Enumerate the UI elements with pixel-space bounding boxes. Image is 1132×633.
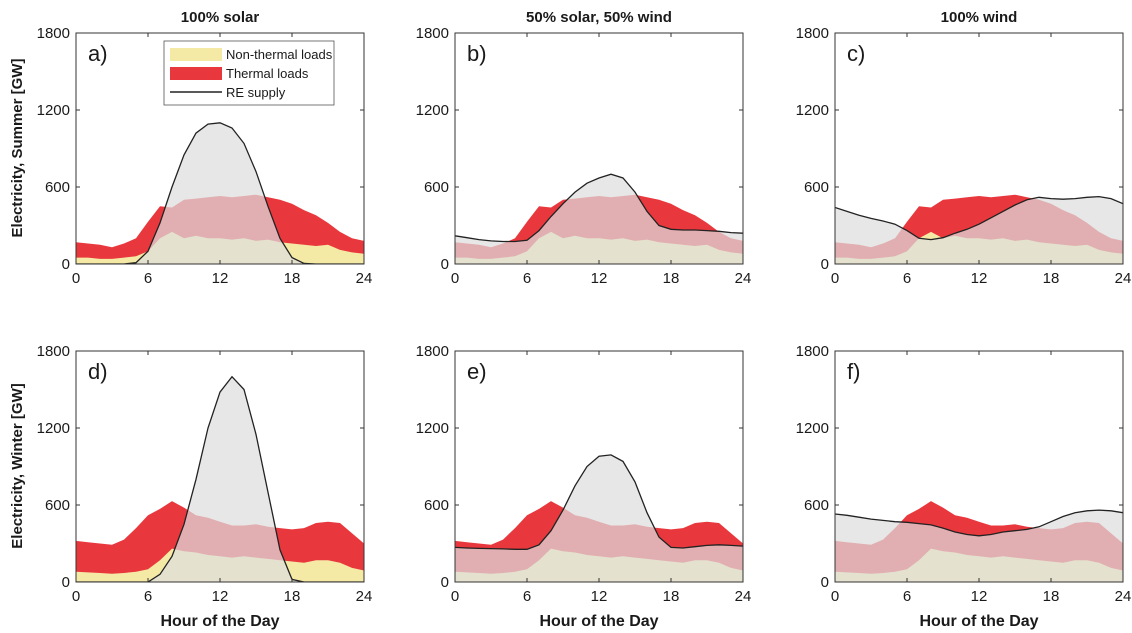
x-tick-label: 18 bbox=[1043, 588, 1060, 605]
x-tick-label: 24 bbox=[1115, 588, 1132, 605]
x-tick-label: 12 bbox=[212, 270, 229, 287]
re-supply-area bbox=[835, 196, 1123, 264]
x-tick-label: 12 bbox=[971, 270, 988, 287]
x-tick-label: 18 bbox=[284, 588, 301, 605]
x-tick-label: 24 bbox=[735, 588, 752, 605]
row-label-summer: Electricity, Summer [GW] bbox=[9, 59, 26, 238]
y-tick-label: 1200 bbox=[796, 102, 829, 119]
re-supply-area bbox=[455, 174, 743, 264]
x-tick-label: 0 bbox=[72, 588, 80, 605]
x-tick-label: 0 bbox=[451, 588, 459, 605]
x-tick-label: 18 bbox=[663, 270, 680, 287]
panel-label: d) bbox=[88, 359, 108, 384]
x-tick-label: 6 bbox=[903, 588, 911, 605]
y-tick-label: 1200 bbox=[416, 102, 449, 119]
x-tick-label: 0 bbox=[451, 270, 459, 287]
re-supply-line bbox=[455, 173, 743, 243]
x-tick-label: 24 bbox=[356, 588, 373, 605]
re-supply-area bbox=[835, 510, 1123, 582]
y-tick-label: 1200 bbox=[416, 420, 449, 437]
legend-swatch-thermal bbox=[170, 67, 222, 80]
y-tick-label: 0 bbox=[441, 574, 449, 591]
re-supply-area bbox=[76, 376, 364, 582]
y-tick-label: 0 bbox=[821, 574, 829, 591]
x-tick-label: 24 bbox=[1115, 270, 1132, 287]
y-tick-label: 1800 bbox=[37, 25, 70, 42]
x-tick-label: 6 bbox=[523, 270, 531, 287]
panel-label: a) bbox=[88, 41, 108, 66]
x-tick-label: 12 bbox=[591, 588, 608, 605]
re-supply-area bbox=[76, 122, 364, 264]
y-tick-label: 1800 bbox=[416, 25, 449, 42]
x-axis-title-1: Hour of the Day bbox=[160, 613, 279, 630]
panel-label: e) bbox=[467, 359, 487, 384]
x-axis-title-3: Hour of the Day bbox=[919, 613, 1038, 630]
x-tick-label: 6 bbox=[144, 588, 152, 605]
x-tick-label: 12 bbox=[591, 270, 608, 287]
re-supply-line bbox=[835, 195, 1123, 241]
y-tick-label: 0 bbox=[821, 256, 829, 273]
panel-label: f) bbox=[847, 359, 860, 384]
y-tick-label: 1800 bbox=[37, 343, 70, 360]
column-title-2: 50% solar, 50% wind bbox=[526, 9, 672, 26]
y-tick-label: 0 bbox=[441, 256, 449, 273]
y-tick-label: 1200 bbox=[796, 420, 829, 437]
x-tick-label: 24 bbox=[356, 270, 373, 287]
y-tick-label: 600 bbox=[424, 179, 449, 196]
y-tick-label: 1200 bbox=[37, 102, 70, 119]
y-tick-label: 600 bbox=[45, 497, 70, 514]
x-tick-label: 12 bbox=[212, 588, 229, 605]
panel-c: 0 6 12 18 24 0 600 1200 1800 c) bbox=[796, 25, 1132, 287]
panel-label: b) bbox=[467, 41, 487, 66]
re-supply-line bbox=[835, 509, 1123, 537]
y-tick-label: 1800 bbox=[416, 343, 449, 360]
y-tick-label: 1200 bbox=[37, 420, 70, 437]
re-supply-area bbox=[455, 454, 743, 582]
panel-a: 0 6 12 18 24 0 600 1200 1800 a) bbox=[37, 25, 373, 287]
panel-b: 0 6 12 18 24 0 600 1200 1800 b) bbox=[416, 25, 752, 287]
column-title-1: 100% solar bbox=[181, 9, 260, 26]
x-tick-label: 0 bbox=[72, 270, 80, 287]
panel-label: c) bbox=[847, 41, 865, 66]
x-tick-label: 18 bbox=[1043, 270, 1060, 287]
y-tick-label: 600 bbox=[424, 497, 449, 514]
y-tick-label: 600 bbox=[804, 179, 829, 196]
x-tick-label: 6 bbox=[144, 270, 152, 287]
x-tick-label: 6 bbox=[523, 588, 531, 605]
y-tick-label: 1800 bbox=[796, 343, 829, 360]
x-tick-label: 18 bbox=[663, 588, 680, 605]
panel-e: 0 6 12 18 24 0 600 1200 1800 e) bbox=[416, 343, 752, 605]
x-tick-label: 18 bbox=[284, 270, 301, 287]
legend-label-supply: RE supply bbox=[226, 85, 286, 100]
legend: Non-thermal loads Thermal loads RE suppl… bbox=[163, 40, 335, 106]
re-supply-line bbox=[76, 122, 364, 264]
re-supply-line bbox=[455, 454, 743, 550]
re-supply-line bbox=[76, 375, 364, 582]
legend-swatch-nonthermal bbox=[170, 48, 222, 61]
legend-label-thermal: Thermal loads bbox=[226, 66, 309, 81]
x-tick-label: 12 bbox=[971, 588, 988, 605]
x-tick-label: 24 bbox=[735, 270, 752, 287]
y-tick-label: 1800 bbox=[796, 25, 829, 42]
row-label-winter: Electricity, Winter [GW] bbox=[9, 383, 26, 548]
y-tick-label: 0 bbox=[62, 256, 70, 273]
y-tick-label: 600 bbox=[45, 179, 70, 196]
panel-f: 0 6 12 18 24 0 600 1200 1800 f) bbox=[796, 343, 1132, 605]
x-tick-label: 0 bbox=[831, 588, 839, 605]
legend-label-nonthermal: Non-thermal loads bbox=[226, 47, 333, 62]
panel-d: 0 6 12 18 24 0 600 1200 1800 d) bbox=[37, 343, 373, 605]
x-tick-label: 6 bbox=[903, 270, 911, 287]
y-tick-label: 0 bbox=[62, 574, 70, 591]
x-axis-title-2: Hour of the Day bbox=[539, 613, 658, 630]
x-tick-label: 0 bbox=[831, 270, 839, 287]
y-tick-label: 600 bbox=[804, 497, 829, 514]
column-title-3: 100% wind bbox=[941, 9, 1018, 26]
